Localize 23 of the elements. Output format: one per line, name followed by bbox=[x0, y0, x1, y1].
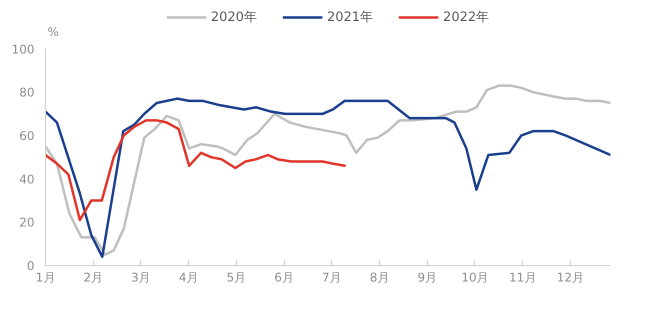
x-tick-label: 8月 bbox=[370, 270, 390, 284]
x-tick-label: 3月 bbox=[131, 270, 151, 284]
y-tick-label: 20 bbox=[19, 216, 35, 230]
x-tick-label: 11月 bbox=[509, 270, 536, 284]
y-tick-label: 40 bbox=[19, 172, 35, 186]
x-tick-label: 4月 bbox=[178, 270, 198, 284]
y-tick-label: 100 bbox=[12, 42, 34, 56]
legend-label: 2021年 bbox=[326, 9, 374, 26]
x-tick-label: 12月 bbox=[556, 270, 584, 284]
x-tick-label: 9月 bbox=[417, 270, 438, 284]
x-tick-label: 6月 bbox=[274, 270, 294, 284]
y-tick-label: 60 bbox=[19, 129, 35, 143]
line-series bbox=[46, 119, 347, 222]
y-tick-label: 0 bbox=[26, 259, 35, 273]
x-tick-label: 2月 bbox=[83, 270, 104, 284]
legend-label: 2020年 bbox=[210, 9, 257, 26]
x-tick-label: 10月 bbox=[461, 270, 489, 284]
x-tick-label: 5月 bbox=[226, 270, 246, 284]
legend-label: 2022年 bbox=[443, 9, 490, 26]
y-axis-title: % bbox=[48, 24, 59, 39]
y-tick-label: 80 bbox=[19, 86, 35, 100]
x-tick-label: 1月 bbox=[36, 270, 56, 284]
x-tick-label: 7月 bbox=[322, 270, 342, 284]
